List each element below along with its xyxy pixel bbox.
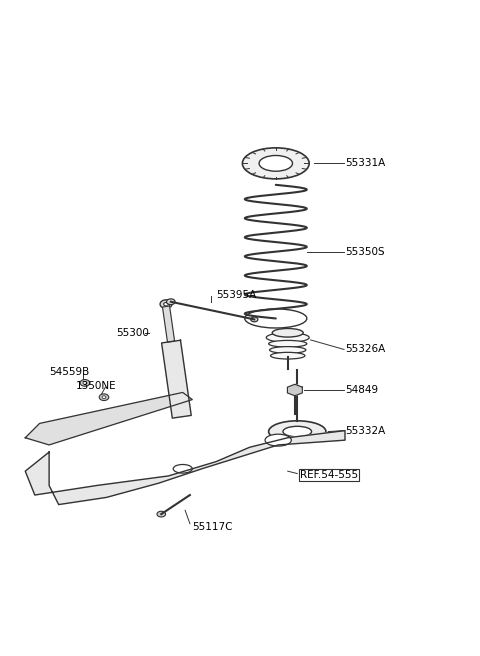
Ellipse shape (99, 394, 109, 401)
Ellipse shape (160, 300, 172, 308)
Text: REF.54-555: REF.54-555 (300, 470, 358, 480)
Ellipse shape (271, 352, 305, 359)
Ellipse shape (174, 402, 187, 411)
Text: 55350S: 55350S (345, 247, 384, 256)
Text: 1350NE: 1350NE (75, 381, 116, 391)
Text: 55395A: 55395A (216, 289, 256, 300)
Ellipse shape (167, 299, 175, 304)
Polygon shape (163, 306, 175, 342)
Polygon shape (288, 384, 302, 396)
Ellipse shape (83, 381, 87, 384)
Ellipse shape (242, 148, 309, 179)
Ellipse shape (80, 380, 90, 386)
Text: 54559B: 54559B (49, 367, 89, 377)
Ellipse shape (266, 333, 309, 342)
Ellipse shape (269, 420, 326, 442)
Polygon shape (25, 430, 345, 504)
Text: 55300: 55300 (116, 328, 149, 338)
Ellipse shape (102, 396, 106, 399)
Ellipse shape (164, 302, 168, 306)
Ellipse shape (251, 317, 258, 322)
Ellipse shape (272, 329, 303, 337)
Text: 55331A: 55331A (345, 158, 385, 169)
Ellipse shape (173, 464, 192, 473)
Text: 54849: 54849 (345, 385, 378, 395)
Text: 55326A: 55326A (345, 344, 385, 354)
Ellipse shape (270, 346, 306, 354)
Ellipse shape (157, 511, 166, 517)
Ellipse shape (265, 434, 291, 446)
Ellipse shape (283, 426, 312, 437)
Ellipse shape (269, 340, 307, 347)
Text: 55332A: 55332A (345, 426, 385, 436)
Text: 55117C: 55117C (192, 522, 233, 533)
Polygon shape (25, 392, 192, 445)
Polygon shape (162, 340, 191, 418)
Ellipse shape (178, 405, 183, 409)
Ellipse shape (259, 155, 292, 171)
